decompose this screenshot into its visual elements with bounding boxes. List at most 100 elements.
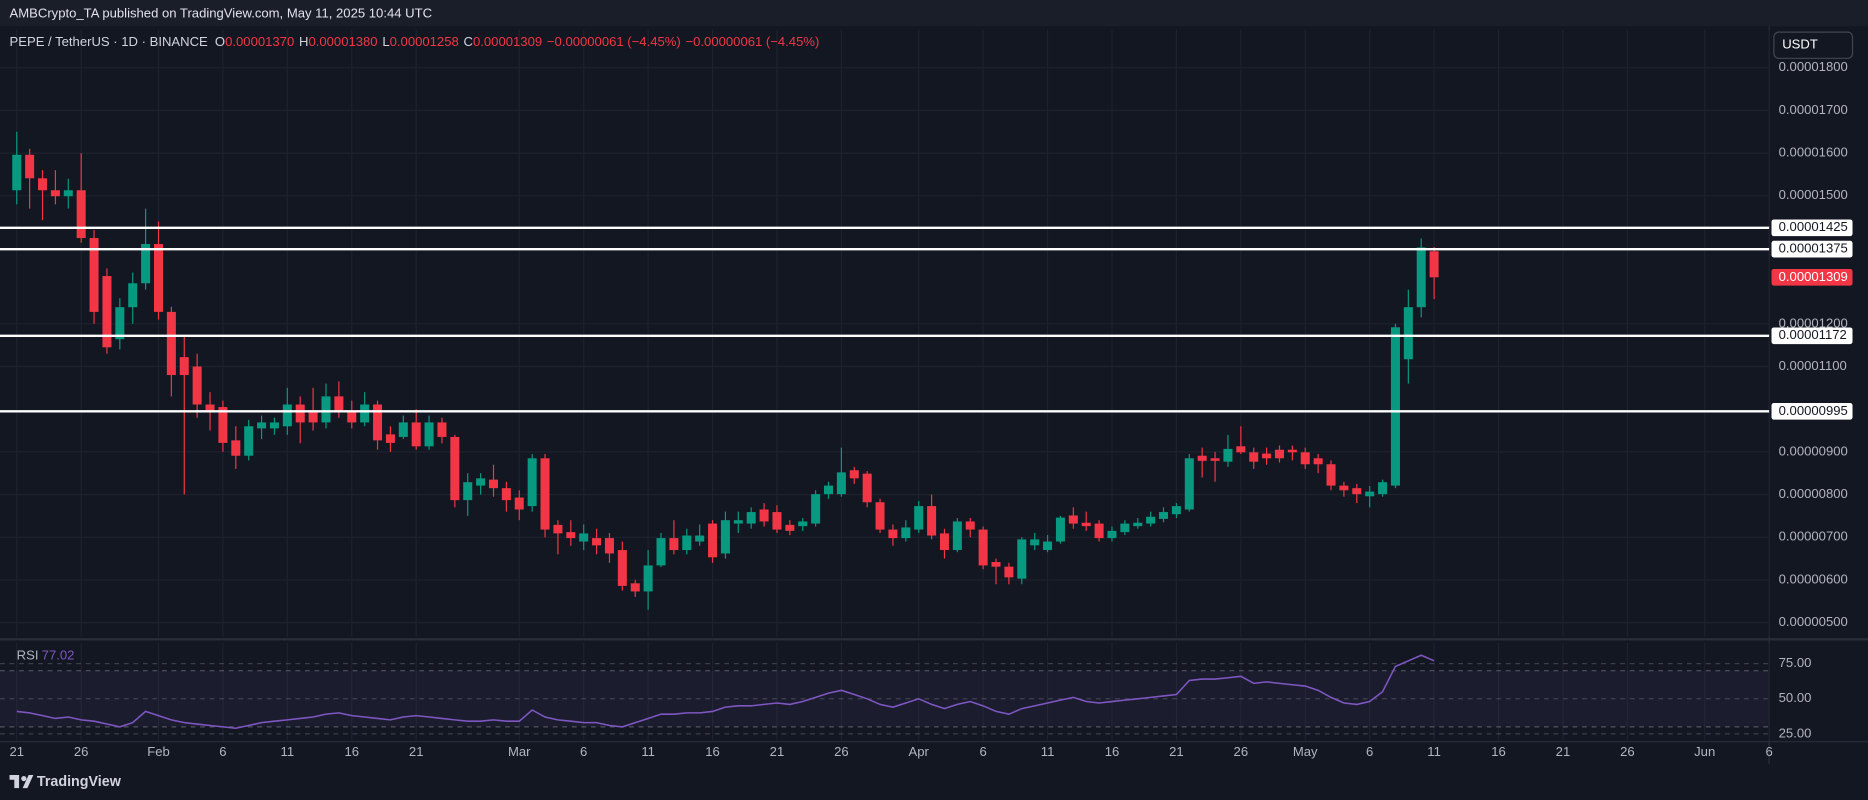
candle-body <box>1159 512 1169 519</box>
candle-body <box>514 497 524 510</box>
rsi-tick-label: 25.00 <box>1779 725 1812 740</box>
candle-body <box>733 520 743 524</box>
candle-body <box>476 478 486 486</box>
candle-body <box>334 396 344 411</box>
level-label-box <box>1771 327 1853 345</box>
candle-body <box>1017 539 1027 579</box>
level-label: 0.00001172 <box>1779 327 1847 342</box>
candle-body <box>115 307 125 340</box>
candle-body <box>1249 452 1259 462</box>
candle-body <box>1274 449 1284 459</box>
header-bar <box>0 0 1868 27</box>
candle-body <box>373 404 383 441</box>
legend-change: −0.00000061 (−4.45%) <box>686 34 820 49</box>
candle-body <box>63 190 73 197</box>
candle-body <box>398 422 408 437</box>
candle-body <box>424 422 434 447</box>
rsi-name: RSI <box>17 647 39 662</box>
candle-body <box>1339 485 1349 491</box>
legend-value: 0.00001370 <box>225 34 294 49</box>
candle-body <box>939 533 949 551</box>
candle-body <box>540 458 550 530</box>
level-label: 0.00001425 <box>1779 219 1848 234</box>
x-tick-label: Jun <box>1694 744 1715 759</box>
x-tick-label: 6 <box>580 744 587 759</box>
x-tick-label: 6 <box>1765 744 1772 759</box>
candle-body <box>682 535 692 551</box>
rsi-tick-label: 50.00 <box>1779 690 1812 705</box>
candle-body <box>38 178 48 191</box>
x-tick-label: Mar <box>508 744 531 759</box>
legend-value: 0.00001380 <box>308 34 377 49</box>
candle-body <box>308 410 318 423</box>
candle-body <box>501 488 511 501</box>
candle-body <box>128 283 138 308</box>
x-tick-label: 26 <box>74 744 89 759</box>
y-tick-label: 0.00001100 <box>1779 358 1847 373</box>
candle-body <box>1416 247 1426 308</box>
y-tick-label: 0.00001800 <box>1779 59 1848 74</box>
y-tick-label: 0.00000900 <box>1779 443 1848 458</box>
candle-body <box>1210 458 1220 461</box>
candle-body <box>862 473 872 503</box>
candle-body <box>321 396 331 423</box>
last-price-box <box>1771 268 1853 286</box>
candle-body <box>463 482 473 501</box>
candle-body <box>1030 539 1040 546</box>
legend-key: C <box>464 34 473 49</box>
candle-body <box>824 485 834 495</box>
legend-key: O <box>215 34 225 49</box>
rsi-tick-label: 75.00 <box>1779 655 1812 670</box>
last-price-label: 0.00001309 <box>1779 269 1848 284</box>
candle-body <box>849 470 859 479</box>
candle-body <box>1107 530 1117 539</box>
candle-body <box>746 512 756 524</box>
candle-body <box>1365 491 1375 497</box>
currency[interactable]: USDT <box>1782 37 1818 52</box>
candle-body <box>269 422 279 429</box>
candle-body <box>708 523 718 558</box>
candle-body <box>1043 541 1053 551</box>
legend-key: H <box>299 34 308 49</box>
candle-body <box>1313 458 1323 465</box>
level-label-box <box>1771 240 1853 258</box>
x-tick-label: 11 <box>1041 744 1055 759</box>
x-tick-label: 16 <box>1491 744 1506 759</box>
x-tick-label: 11 <box>281 744 295 759</box>
candle-body <box>1197 455 1207 461</box>
candle-body <box>1068 515 1078 524</box>
candle-body <box>836 472 846 495</box>
x-tick-label: 16 <box>344 744 359 759</box>
candle-body <box>1236 446 1246 453</box>
level-label: 0.00001375 <box>1779 241 1848 256</box>
x-tick-label: 26 <box>1620 744 1635 759</box>
candle-body <box>347 410 357 423</box>
candle-body <box>785 524 795 531</box>
candle-body <box>1300 452 1310 465</box>
rsi-value: 77.02 <box>42 647 75 662</box>
x-tick-label: 6 <box>979 744 986 759</box>
candle-body <box>1094 523 1104 539</box>
x-tick-label: 11 <box>641 744 655 759</box>
candle-body <box>192 366 202 405</box>
candle-body <box>604 538 614 554</box>
legend-change: −0.00000061 (−4.45%) <box>547 34 681 49</box>
currency-button[interactable] <box>1773 31 1854 59</box>
symbol: PEPE / TetherUS · 1D · BINANCE <box>10 34 209 49</box>
x-tick-label: 6 <box>1366 744 1373 759</box>
x-tick-label: 16 <box>705 744 720 759</box>
candle-body <box>1004 566 1014 578</box>
candle-body <box>643 565 653 592</box>
rsi-line <box>16 654 1435 729</box>
candle-body <box>488 479 499 489</box>
x-tick-label: Apr <box>909 744 930 759</box>
candle-body <box>1390 327 1400 486</box>
candle-body <box>102 276 112 348</box>
candle-body <box>798 521 808 527</box>
candle-body <box>553 524 563 534</box>
legend-value: 0.00001258 <box>390 34 459 49</box>
candle-body <box>579 533 589 542</box>
candle-body <box>450 436 460 501</box>
candle-body <box>257 422 267 429</box>
level-label-box <box>1771 219 1853 237</box>
